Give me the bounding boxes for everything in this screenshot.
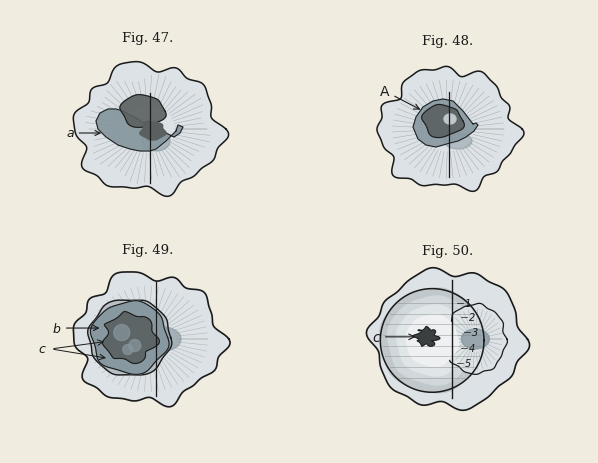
Polygon shape [413,100,478,148]
Polygon shape [145,327,181,351]
Polygon shape [444,134,472,150]
Polygon shape [396,305,468,376]
Polygon shape [367,268,530,410]
Text: 3: 3 [472,327,478,337]
Polygon shape [406,314,459,367]
Polygon shape [74,272,230,407]
Polygon shape [380,288,484,393]
Polygon shape [444,304,508,375]
Text: 1: 1 [465,298,471,308]
Polygon shape [142,131,170,152]
Text: Fig. 50.: Fig. 50. [422,244,474,257]
Text: a: a [66,127,100,140]
Text: c: c [373,330,414,344]
Polygon shape [377,67,524,192]
Polygon shape [422,105,464,138]
Polygon shape [462,329,489,349]
Polygon shape [123,345,133,355]
Text: A: A [380,85,419,110]
Polygon shape [74,63,228,197]
Text: c: c [38,343,45,356]
Text: Fig. 48.: Fig. 48. [422,35,474,48]
Text: 2: 2 [469,313,475,323]
Polygon shape [96,110,183,152]
Polygon shape [114,325,130,341]
Polygon shape [444,115,456,125]
Polygon shape [88,300,172,375]
Text: 5: 5 [465,359,471,369]
Text: 4: 4 [469,343,475,353]
Text: Fig. 49.: Fig. 49. [123,244,173,257]
Polygon shape [388,296,477,385]
Polygon shape [413,327,440,346]
Polygon shape [129,340,141,352]
Polygon shape [140,123,166,141]
Text: Fig. 47.: Fig. 47. [123,32,173,45]
Polygon shape [90,301,169,375]
Text: b: b [53,322,99,335]
Polygon shape [102,312,160,364]
Polygon shape [120,95,166,128]
